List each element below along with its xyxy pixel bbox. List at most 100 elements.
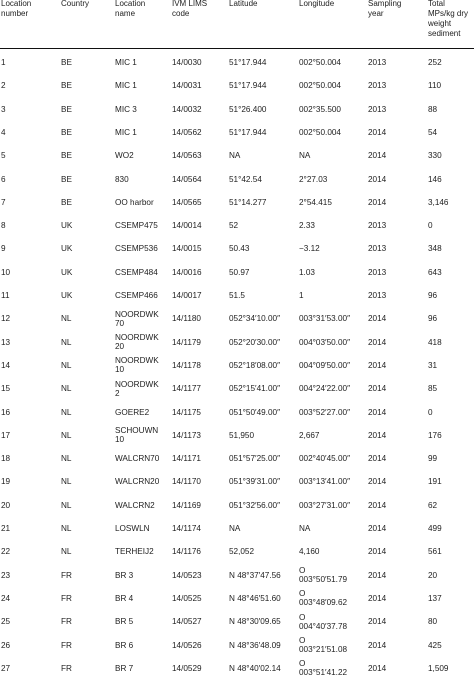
table-row: 24 FR BR 4 14/0525 N 48°46′51.60 O 003°48′09.… (0, 587, 474, 610)
cell-sampling-year: 2014 (368, 570, 387, 580)
table-row: 17 NL SCHOUWN 10 14/1173 51,950 2,667 2014 176 (0, 424, 474, 447)
cell-ivm-lims-code: 14/0525 (172, 593, 202, 603)
table-row: 16 NL GOERE2 14/1175 051°50′49.00″ 003°52′27.… (0, 401, 474, 424)
cell-location-number: 11 (1, 291, 10, 300)
cell-total-mps: 176 (428, 430, 442, 440)
cell-latitude: 51°17.944 (229, 127, 267, 137)
cell-longitude: O 003°51′41.22 (299, 659, 348, 678)
cell-total-mps: 146 (428, 174, 442, 184)
table-row: 18 NL WALCRN70 14/1171 051°57′25.00″ 002°40′4… (0, 447, 474, 470)
cell-country: UK (61, 291, 73, 300)
cell-ivm-lims-code: 14/1174 (172, 524, 201, 533)
cell-ivm-lims-code: 14/1170 (172, 477, 201, 487)
table-row: 25 FR BR 5 14/0527 N 48°30′09.65 O 004°40′37.… (0, 610, 474, 633)
cell-sampling-year: 2013 (368, 244, 387, 254)
cell-ivm-lims-code: 14/1171 (172, 454, 201, 464)
header-longitude: Longitude (299, 0, 335, 8)
cell-location-number: 14 (1, 360, 11, 370)
cell-total-mps: 3,146 (428, 197, 449, 207)
table-row: 6 BE 830 14/0564 51°42.54 2°27.03 2014 146 (0, 168, 474, 191)
cell-sampling-year: 2013 (368, 104, 387, 114)
cell-location-name: WALCRN70 (115, 454, 160, 464)
cell-sampling-year: 2013 (368, 267, 387, 277)
cell-country: UK (61, 221, 73, 231)
cell-location-number: 6 (1, 174, 6, 184)
header-latitude: Latitude (229, 0, 258, 8)
cell-location-number: 7 (1, 197, 6, 207)
cell-location-number: 16 (1, 407, 11, 417)
header-ivm-lims-code: IVM LIMS code (172, 0, 208, 18)
cell-total-mps: 191 (428, 477, 442, 487)
cell-total-mps: 418 (428, 337, 442, 347)
cell-longitude: O 003°21′51.08 (299, 636, 348, 654)
header-location-number: Location number (1, 0, 32, 18)
cell-sampling-year: 2013 (368, 58, 387, 67)
cell-location-number: 10 (1, 267, 11, 277)
cell-country: NL (61, 430, 72, 440)
cell-sampling-year: 2014 (368, 524, 387, 533)
cell-sampling-year: 2014 (368, 360, 387, 370)
cell-sampling-year: 2014 (368, 151, 387, 161)
cell-location-number: 21 (1, 524, 11, 533)
cell-location-name: LOSWLN (115, 524, 150, 533)
cell-sampling-year: 2014 (368, 174, 387, 184)
cell-location-name: BR 5 (115, 617, 134, 627)
cell-latitude: N 48°37′47.56 (229, 570, 281, 580)
cell-sampling-year: 2014 (368, 407, 387, 417)
cell-longitude: −3.12 (299, 244, 320, 254)
cell-latitude: 052°15′41.00″ (229, 384, 280, 394)
cell-total-mps: 330 (428, 151, 442, 161)
cell-ivm-lims-code: 14/0017 (172, 291, 202, 300)
cell-ivm-lims-code: 14/0030 (172, 58, 202, 67)
cell-location-number: 18 (1, 454, 11, 464)
cell-location-name: NOORDWK 10 (115, 356, 159, 375)
cell-longitude: 002°50.004 (299, 127, 341, 137)
cell-country: BE (61, 104, 72, 114)
cell-country: FR (61, 640, 72, 650)
cell-latitude: 50.43 (229, 244, 250, 254)
cell-ivm-lims-code: 14/0564 (172, 174, 202, 184)
cell-country: NL (61, 337, 72, 347)
cell-latitude: 051°32′56.00″ (229, 500, 280, 510)
table-row: 19 NL WALCRN20 14/1170 051°39′31.00″ 003°13′4… (0, 470, 474, 493)
cell-latitude: 052°18′08.00″ (229, 360, 280, 370)
cell-longitude: 2°54.415 (299, 197, 332, 207)
cell-location-number: 17 (1, 430, 11, 440)
cell-latitude: 51,950 (229, 430, 255, 440)
cell-longitude: 1.03 (299, 267, 315, 277)
cell-longitude: 004°03′50.00″ (299, 337, 350, 347)
header-location-name: Location name (115, 0, 146, 18)
cell-longitude: 003°13′41.00″ (299, 477, 350, 487)
cell-total-mps: 425 (428, 640, 442, 650)
cell-location-number: 1 (1, 58, 6, 67)
cell-country: NL (61, 547, 72, 557)
cell-country: NL (61, 360, 72, 370)
cell-location-number: 8 (1, 221, 6, 231)
table-row: 15 NL NOORDWK 2 14/1177 052°15′41.00″ 004°24′… (0, 377, 474, 400)
cell-location-number: 5 (1, 151, 6, 161)
cell-sampling-year: 2014 (368, 337, 387, 347)
cell-location-number: 27 (1, 663, 11, 673)
cell-location-name: TERHEIJ2 (115, 547, 154, 557)
table-row: 12 NL NOORDWK 70 14/1180 052°34′10.00″ 003°31… (0, 307, 474, 330)
cell-country: BE (61, 127, 72, 137)
cell-total-mps: 96 (428, 291, 438, 300)
cell-longitude: O 003°50′51.79 (299, 566, 348, 585)
cell-country: NL (61, 477, 72, 487)
cell-latitude: 52 (229, 221, 239, 231)
cell-location-number: 25 (1, 617, 11, 627)
cell-latitude: 51°26.400 (229, 104, 267, 114)
cell-sampling-year: 2014 (368, 663, 387, 673)
cell-total-mps: 348 (428, 244, 442, 254)
cell-location-number: 19 (1, 477, 11, 487)
table-header-row: Location number Country Location name IVM L… (0, 0, 474, 45)
header-total-mps: Total MPs/kg dry weight sediment (428, 0, 469, 38)
table-row: 5 BE WO2 14/0563 NA NA 2014 330 (0, 144, 474, 167)
table-row: 14 NL NOORDWK 10 14/1178 052°18′08.00″ 004°09… (0, 354, 474, 377)
cell-longitude: 002°50.004 (299, 81, 341, 91)
cell-sampling-year: 2014 (368, 547, 387, 557)
cell-sampling-year: 2013 (368, 81, 387, 91)
cell-longitude: 4,160 (299, 547, 320, 557)
cell-latitude: 052°20′30.00″ (229, 337, 280, 347)
cell-ivm-lims-code: 14/0527 (172, 617, 202, 627)
